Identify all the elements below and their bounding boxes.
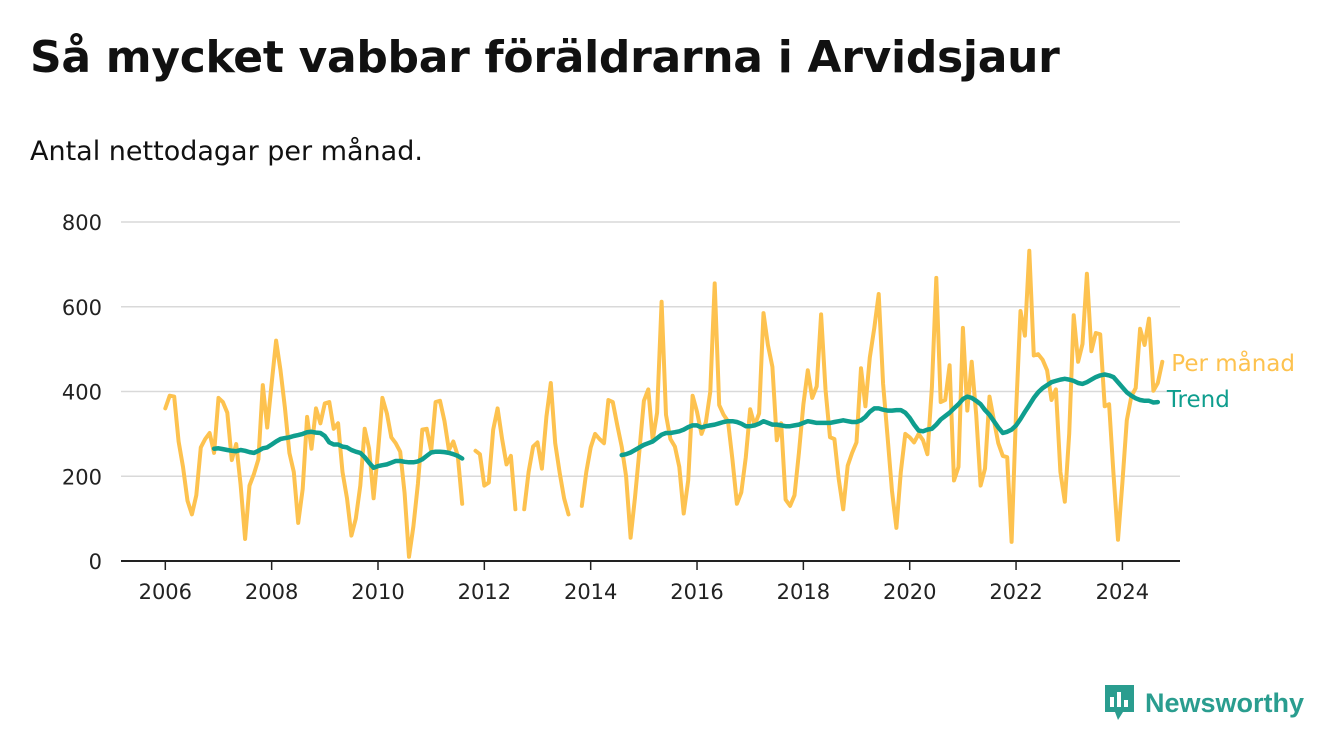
legend: Per månad Trend [1166,349,1295,413]
chart-title: Så mycket vabbar föräldrarna i Arvidsjau… [30,32,1060,83]
series-line-trend [211,372,1161,471]
y-tick-label-200: 200 [62,465,102,489]
x-tick-label-2024: 2024 [1096,580,1149,604]
series-lines [163,248,1165,559]
x-tick-label-2020: 2020 [883,580,936,604]
legend-label-per-manad: Per månad [1171,349,1295,377]
x-tick-label-2022: 2022 [989,580,1042,604]
x-tick-label-2006: 2006 [139,580,192,604]
y-tick-label-600: 600 [62,296,102,320]
brand-name: Newsworthy [1145,687,1305,718]
x-tick-label-2008: 2008 [245,580,298,604]
series-line-per-manad [163,248,1165,559]
x-tick-label-2016: 2016 [670,580,723,604]
x-tick-label-2014: 2014 [564,580,617,604]
brand-logo[interactable]: Newsworthy [1103,684,1304,722]
gridlines [121,221,1180,562]
legend-label-trend: Trend [1166,387,1230,413]
newsworthy-logo-icon [1105,685,1134,720]
x-tick-label-2010: 2010 [351,580,404,604]
x-tick-label-2018: 2018 [777,580,830,604]
x-tick-label-2012: 2012 [458,580,511,604]
chart-subtitle: Antal nettodagar per månad. [30,136,423,167]
y-axis-ticks: 0 200 400 600 800 [62,211,102,574]
y-tick-label-800: 800 [62,211,102,235]
y-tick-label-0: 0 [89,550,102,574]
x-axis-ticks: 2006 2008 2010 2012 2014 2016 2018 2020 2022 2024 [139,561,1149,604]
y-tick-label-400: 400 [62,381,102,405]
